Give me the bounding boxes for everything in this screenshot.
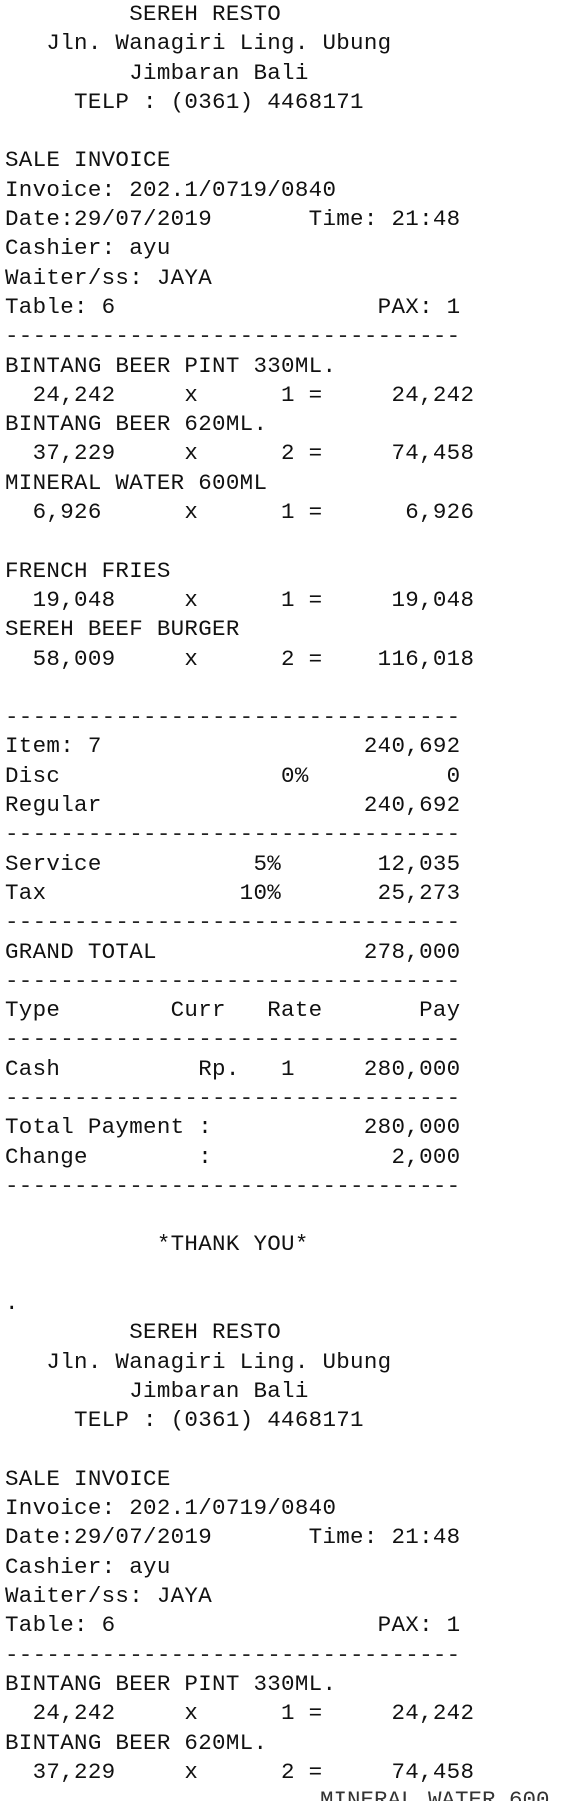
receipt-line xyxy=(0,1436,584,1465)
receipt-line: TELP : (0361) 4468171 xyxy=(5,1407,364,1434)
receipt-line: Total Payment : 280,000 xyxy=(5,1114,461,1141)
receipt-line: Cash Rp. 1 280,000 xyxy=(5,1055,461,1082)
receipt-line: . xyxy=(5,1290,19,1317)
receipt-line: Jln. Wanagiri Ling. Ubung xyxy=(5,1348,392,1375)
divider-line: --------------------------------- xyxy=(5,1641,461,1668)
receipt-line: Tax 10% 25,273 xyxy=(5,879,461,906)
receipt-line: Jimbaran Bali xyxy=(5,1377,309,1404)
receipt-line: SALE INVOICE xyxy=(5,1465,171,1492)
divider-line: --------------------------------- xyxy=(5,323,461,350)
receipt-line: Table: 6 PAX: 1 xyxy=(5,293,461,320)
divider-line: --------------------------------- xyxy=(5,909,461,936)
receipt-second-copy: SEREH RESTO Jln. Wanagiri Ling. Ubung Ji… xyxy=(0,1318,584,1787)
receipt-line: TELP : (0361) 4468171 xyxy=(5,88,364,115)
receipt-line: Service 5% 12,035 xyxy=(5,850,461,877)
receipt-line: SEREH BEEF BURGER xyxy=(5,616,240,643)
receipt-line: FRENCH FRIES xyxy=(5,557,171,584)
receipt-line: Jln. Wanagiri Ling. Ubung xyxy=(5,30,392,57)
receipt-line: BINTANG BEER PINT 330ML. xyxy=(5,352,337,379)
receipt-line: Table: 6 PAX: 1 xyxy=(5,1612,461,1639)
receipt-line: 24,242 x 1 = 24,242 xyxy=(5,381,475,408)
receipt-line: GRAND TOTAL 278,000 xyxy=(5,938,461,965)
receipt-line: Type Curr Rate Pay xyxy=(5,997,461,1024)
receipt-line: BINTANG BEER 620ML. xyxy=(5,1729,268,1756)
receipt-line: 37,229 x 2 = 74,458 xyxy=(5,440,475,467)
cut-right-text: MINERAL WATER 600 xyxy=(320,1787,550,1801)
receipt-line: 37,229 x 2 = 74,458 xyxy=(5,1758,475,1785)
receipt-line: Invoice: 202.1/0719/0840 xyxy=(5,1495,337,1522)
receipt-line xyxy=(0,674,584,703)
receipt-line: 19,048 x 1 = 19,048 xyxy=(5,586,475,613)
receipt-line: Jimbaran Bali xyxy=(5,59,309,86)
receipt-line: Cashier: ayu xyxy=(5,1553,171,1580)
receipt-line: Invoice: 202.1/0719/0840 xyxy=(5,176,337,203)
receipt-line: Item: 7 240,692 xyxy=(5,733,461,760)
receipt-line: SEREH RESTO xyxy=(5,1,282,27)
receipt-line: SALE INVOICE xyxy=(5,147,171,174)
divider-line: --------------------------------- xyxy=(5,1084,461,1111)
receipt-line: 24,242 x 1 = 24,242 xyxy=(5,1700,475,1727)
receipt-first-copy: SEREH RESTO Jln. Wanagiri Ling. Ubung Ji… xyxy=(0,1,584,1317)
receipt-line xyxy=(0,1201,584,1230)
receipt-line: Waiter/ss: JAYA xyxy=(5,264,213,291)
receipt-line: *THANK YOU* xyxy=(5,1231,309,1258)
receipt-line: Waiter/ss: JAYA xyxy=(5,1583,213,1610)
receipt-line: BINTANG BEER 620ML. xyxy=(5,411,268,438)
receipt-line xyxy=(0,1260,584,1289)
divider-line: --------------------------------- xyxy=(5,821,461,848)
divider-line: --------------------------------- xyxy=(5,1172,461,1199)
divider-line: --------------------------------- xyxy=(5,704,461,731)
receipt-line: Change : 2,000 xyxy=(5,1143,461,1170)
receipt-line: MINERAL WATER 600ML xyxy=(5,469,268,496)
receipt-line: SEREH RESTO xyxy=(5,1319,282,1346)
receipt-line xyxy=(0,117,584,146)
receipt-line: 58,009 x 2 = 116,018 xyxy=(5,645,475,672)
receipt-line: Cashier: ayu xyxy=(5,235,171,262)
receipt-line: Disc 0% 0 xyxy=(5,762,461,789)
receipt-cut-off-line: ML MINERAL WATER 600 xyxy=(0,1786,584,1801)
divider-line: --------------------------------- xyxy=(5,1026,461,1053)
divider-line: --------------------------------- xyxy=(5,967,461,994)
receipt-line: BINTANG BEER PINT 330ML. xyxy=(5,1670,337,1697)
receipt-line: Date:29/07/2019 Time: 21:48 xyxy=(5,206,461,233)
receipt-line: Date:29/07/2019 Time: 21:48 xyxy=(5,1524,461,1551)
receipt-line xyxy=(0,527,584,556)
receipt-line: 6,926 x 1 = 6,926 xyxy=(5,499,475,526)
receipt-line: Regular 240,692 xyxy=(5,792,461,819)
